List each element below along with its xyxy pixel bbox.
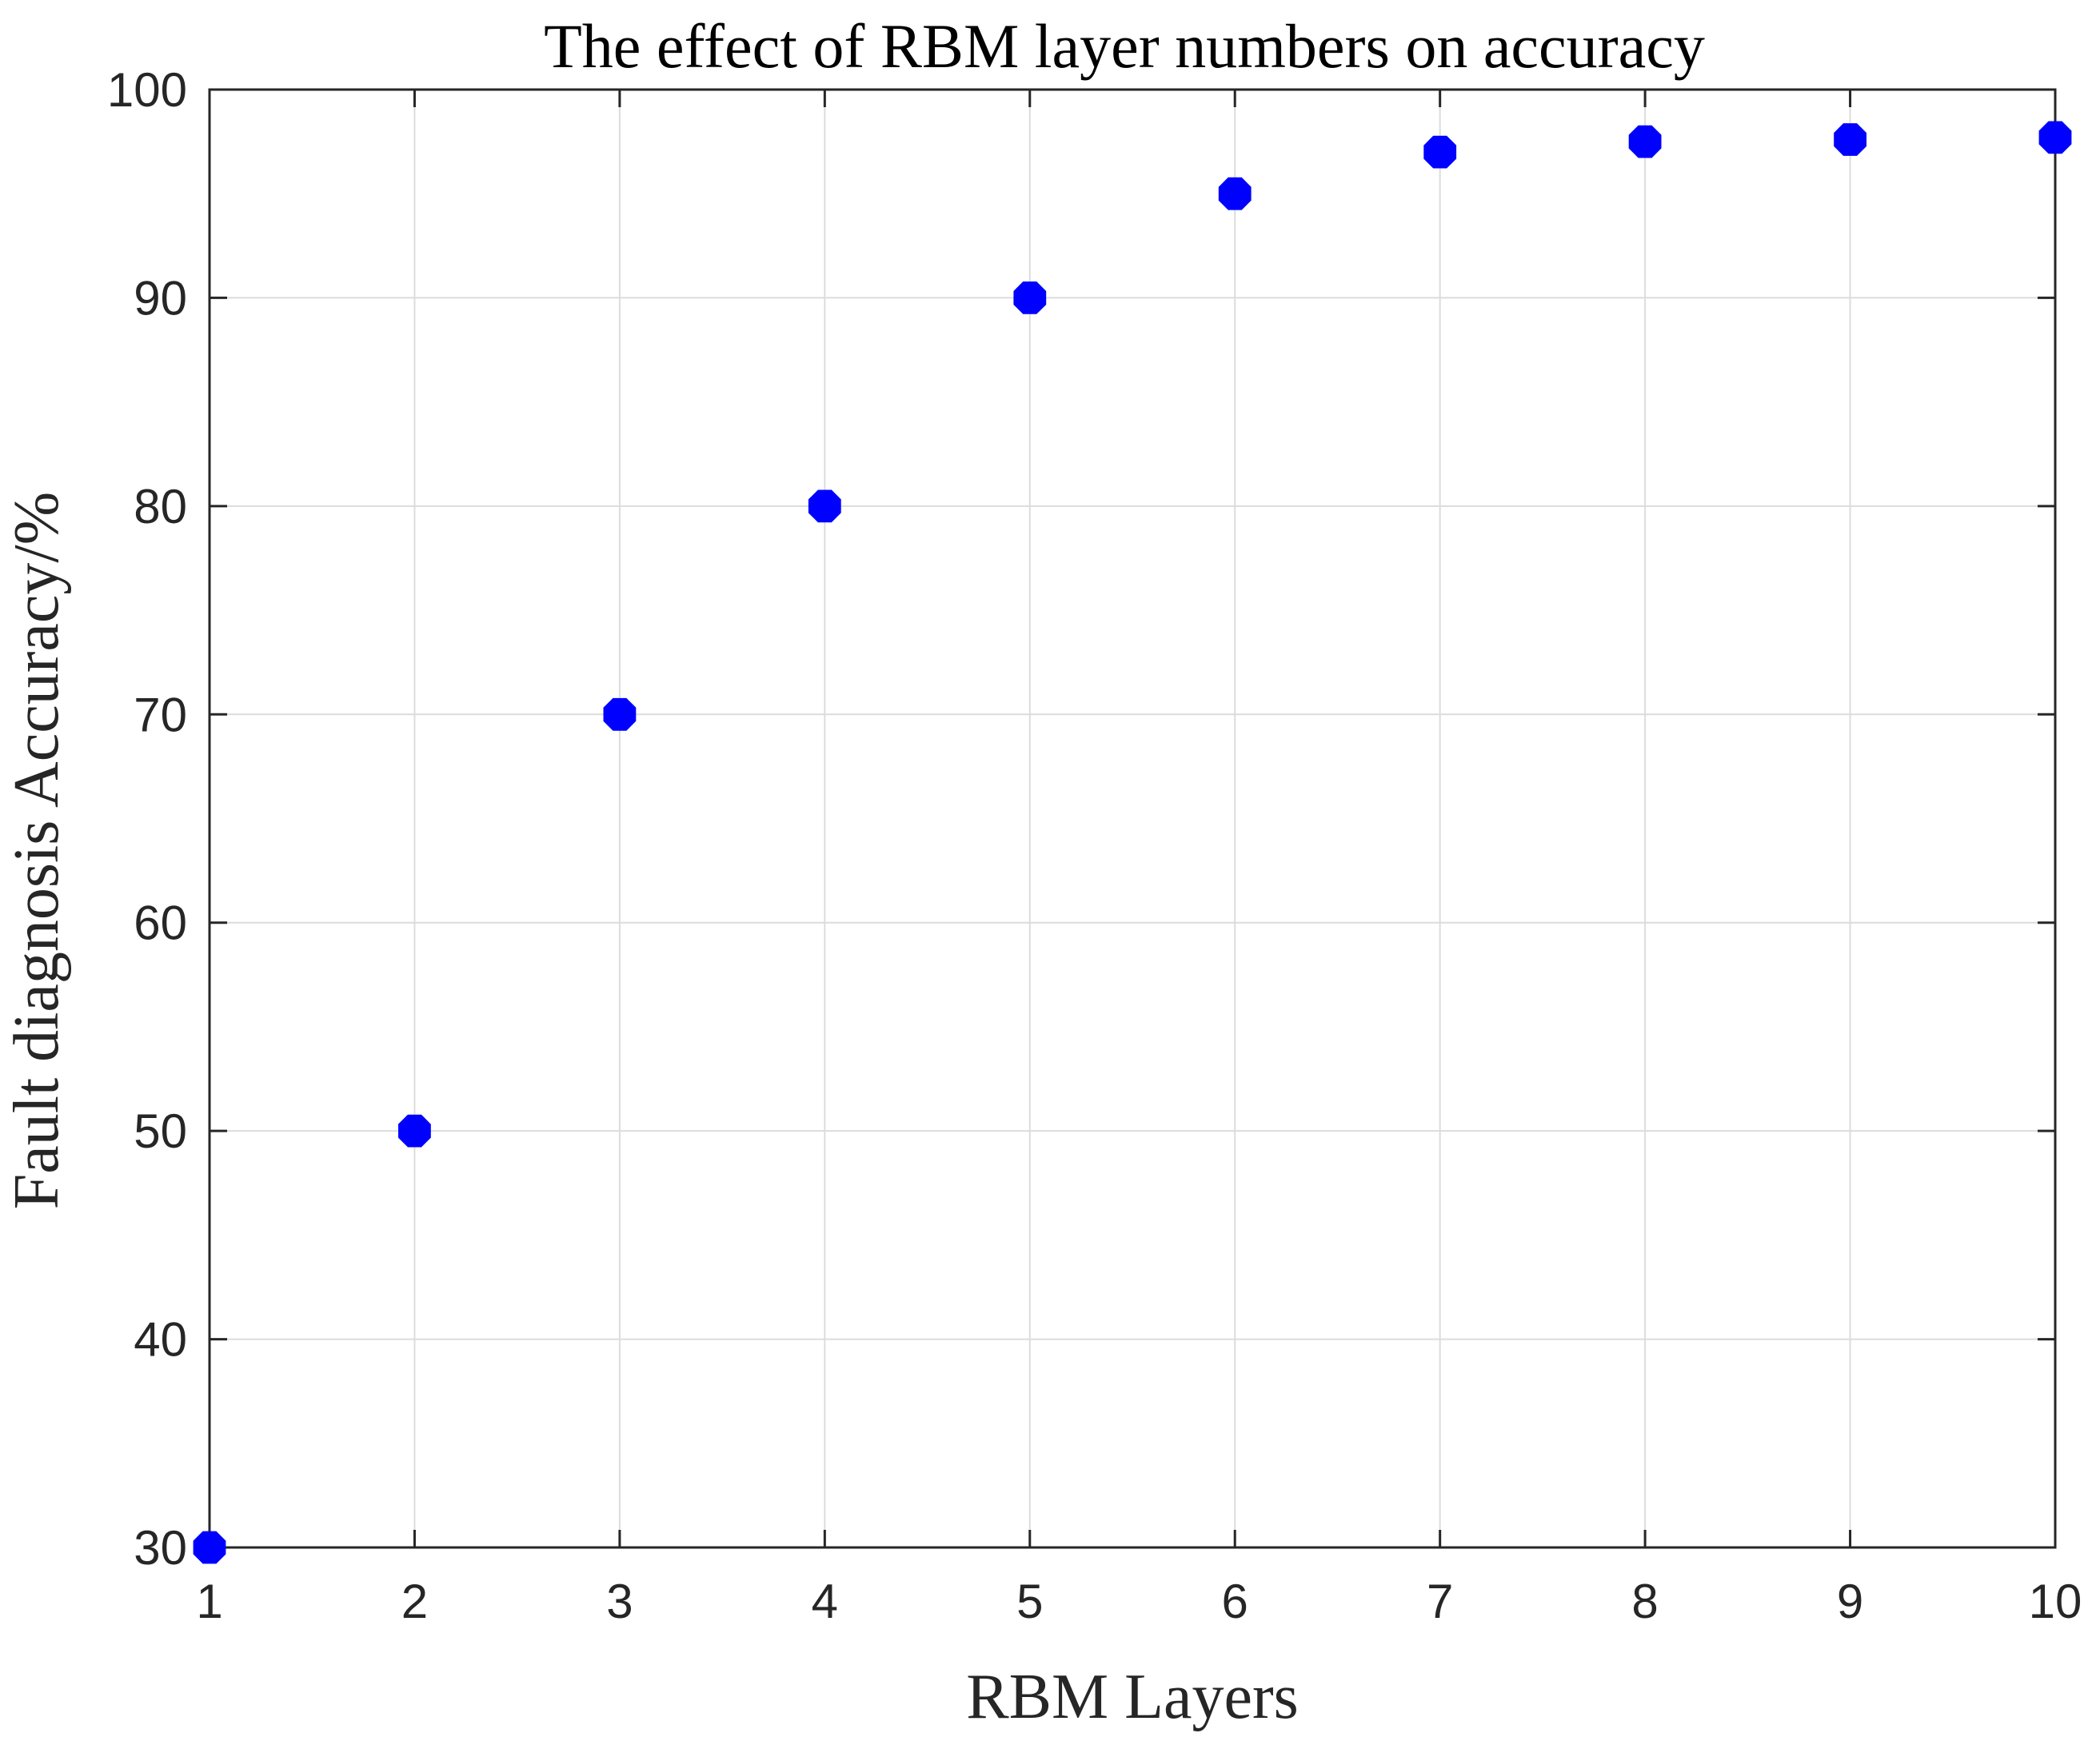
x-tick-label: 7 [1427, 1575, 1453, 1628]
x-tick-label: 3 [606, 1575, 633, 1628]
y-tick-label: 80 [134, 480, 187, 533]
y-tick-label: 70 [134, 688, 187, 741]
y-axis-tick-labels: 30 40 50 60 70 80 90 100 [107, 63, 187, 1575]
x-tick-label: 10 [2029, 1575, 2082, 1628]
x-tick-label: 4 [812, 1575, 838, 1628]
x-axis-tick-labels: 1 2 3 4 5 6 7 8 9 10 [196, 1575, 2082, 1628]
data-point [398, 1114, 431, 1148]
y-tick-label: 100 [107, 63, 187, 117]
x-tick-label: 6 [1222, 1575, 1248, 1628]
chart-title: The effect of RBM layer numbers on accur… [544, 11, 1705, 81]
data-points [193, 121, 2072, 1564]
x-tick-label: 5 [1016, 1575, 1043, 1628]
y-tick-label: 50 [134, 1104, 187, 1158]
data-point [1628, 125, 1662, 158]
axis-ticks [208, 88, 2057, 1549]
data-point [2038, 121, 2072, 154]
x-axis-label: RBM Layers [966, 1662, 1299, 1732]
data-point [1834, 123, 1866, 156]
data-point [1423, 135, 1457, 169]
data-point [1013, 282, 1047, 314]
y-tick-label: 40 [134, 1313, 187, 1367]
data-point [808, 489, 841, 523]
grid-lines [209, 89, 2056, 1548]
x-tick-label: 8 [1631, 1575, 1658, 1628]
plot-area-frame [208, 88, 2057, 1549]
x-tick-label: 9 [1837, 1575, 1863, 1628]
y-tick-label: 60 [134, 896, 187, 950]
y-tick-label: 30 [134, 1521, 187, 1575]
data-point [1218, 177, 1252, 210]
data-point [193, 1531, 226, 1564]
y-tick-label: 90 [134, 271, 187, 325]
x-tick-label: 2 [401, 1575, 428, 1628]
data-point [603, 697, 637, 731]
y-axis-label: Fault diagnosis Accuracy/% [2, 492, 72, 1210]
x-tick-label: 1 [196, 1575, 222, 1628]
